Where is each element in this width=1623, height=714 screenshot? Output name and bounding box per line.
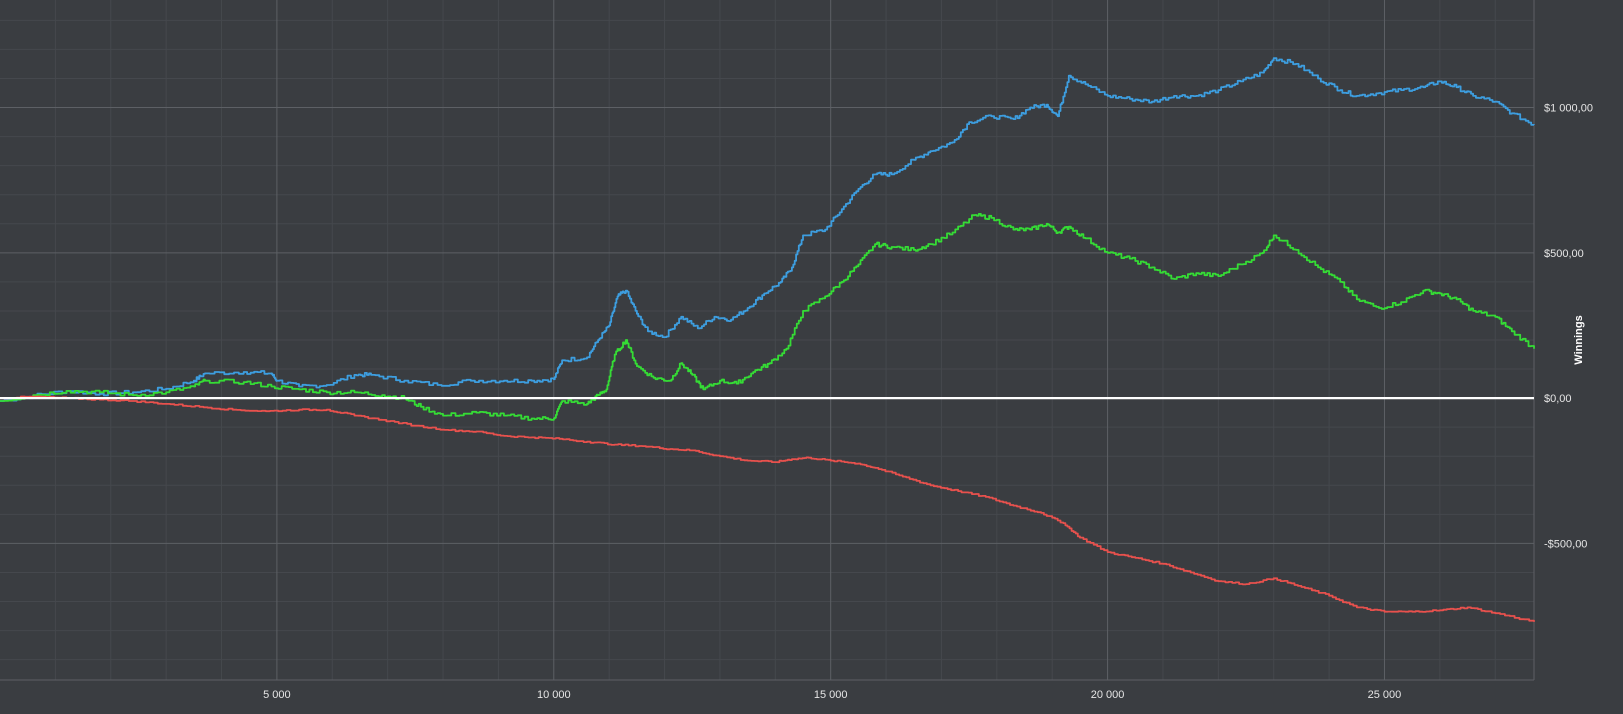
y-tick-label: $500,00 [1544, 248, 1584, 260]
y-tick-label: $0,00 [1544, 393, 1572, 405]
x-tick-label: 5 000 [263, 689, 291, 701]
major-grid [0, 0, 1535, 681]
x-tick-label: 15 000 [814, 689, 848, 701]
y-axis-ticks: $1 000,00 $500,00 $0,00 -$500,00 [1544, 103, 1593, 551]
x-axis-ticks: 5 000 10 000 15 000 20 000 25 000 [263, 689, 1401, 701]
y-axis-label: Winnings [1573, 315, 1585, 364]
series-line-1 [0, 57, 1535, 402]
minor-grid [0, 0, 1534, 680]
x-tick-label: 10 000 [537, 689, 571, 701]
series-line-2 [0, 213, 1535, 421]
x-tick-label: 25 000 [1368, 689, 1402, 701]
series-layer [0, 57, 1535, 622]
x-tick-label: 20 000 [1091, 689, 1125, 701]
y-tick-label: -$500,00 [1544, 538, 1587, 550]
y-tick-label: $1 000,00 [1544, 103, 1593, 115]
series-line-3 [0, 395, 1535, 622]
